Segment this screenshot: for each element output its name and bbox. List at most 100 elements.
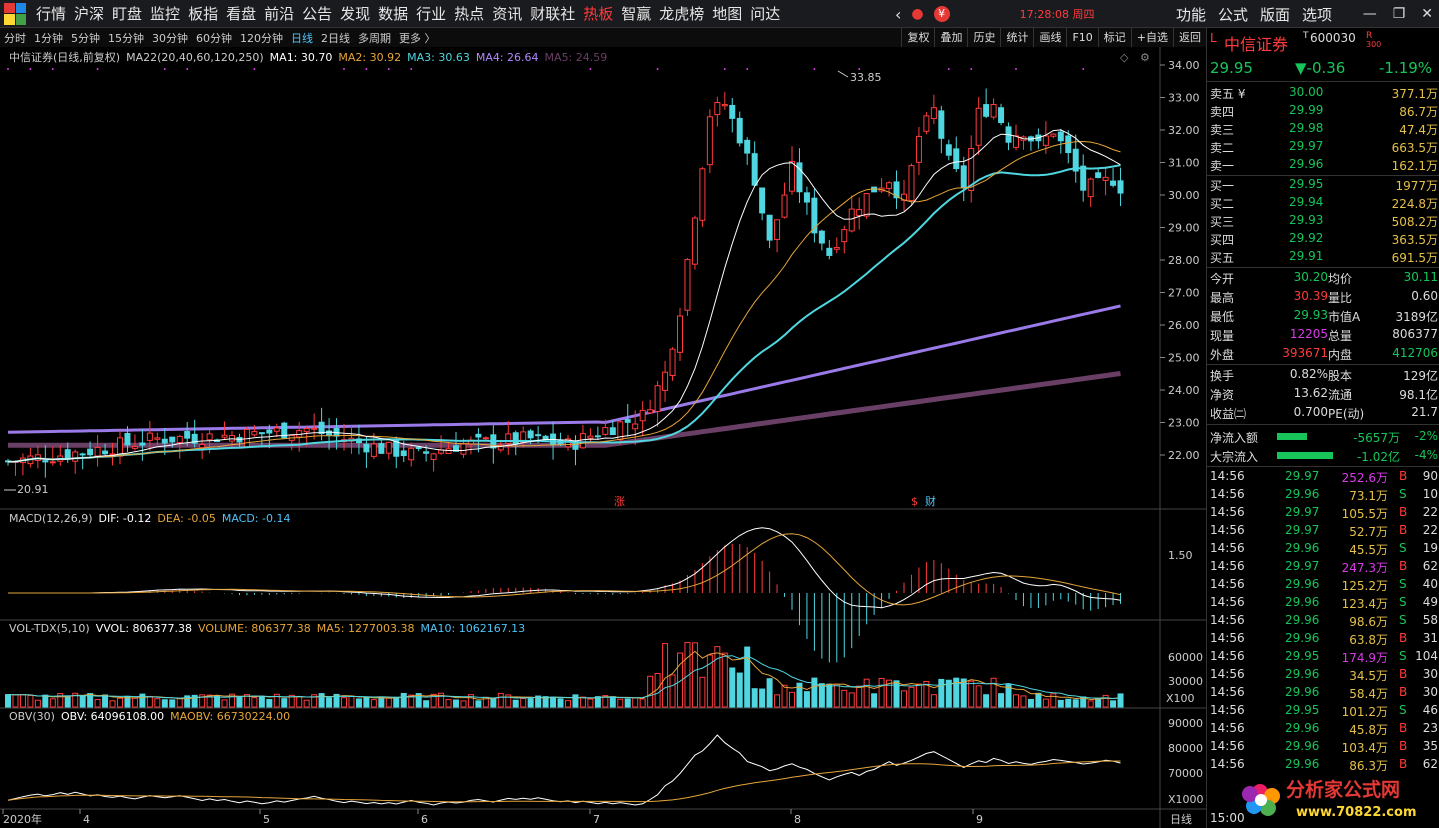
bid-row: 买三 29.93 508.2万: [1207, 212, 1439, 230]
volume-bar: [72, 692, 79, 708]
tick-row: 14:56 29.96 45.5万 S 19: [1207, 540, 1439, 558]
menu-item-3[interactable]: 监控: [150, 5, 181, 23]
period-6[interactable]: 120分钟: [240, 31, 283, 45]
tool-button-1[interactable]: 叠加: [934, 28, 967, 47]
period-4[interactable]: 30分钟: [152, 31, 188, 45]
divider: [1207, 175, 1439, 176]
menu-item-8[interactable]: 发现: [340, 5, 371, 23]
tick-vol: 73.1万: [1349, 489, 1388, 503]
menu-item-11[interactable]: 热点: [454, 5, 485, 23]
candle-body: [960, 165, 967, 189]
candle-body: [430, 453, 437, 460]
diamond-icon[interactable]: ◇: [1120, 51, 1129, 64]
tool-button-2[interactable]: 历史: [967, 28, 1000, 47]
period-2[interactable]: 5分钟: [71, 31, 100, 45]
menu-item-12[interactable]: 资讯: [492, 5, 523, 23]
menu-item-1[interactable]: 沪深: [74, 5, 105, 23]
tick-vol: 123.4万: [1341, 597, 1388, 611]
volume-bar: [303, 699, 310, 708]
candle-body: [632, 423, 639, 430]
tool-button-4[interactable]: 画线: [1033, 28, 1066, 47]
ma5-line: [8, 371, 1121, 448]
candle-body: [654, 385, 661, 412]
event-mark-rise[interactable]: 涨: [614, 495, 625, 508]
menu-item-2[interactable]: 盯盘: [112, 5, 143, 23]
period-5[interactable]: 60分钟: [196, 31, 232, 45]
signal-dot: [365, 68, 368, 70]
volume-bar: [79, 695, 86, 708]
candle-body: [990, 104, 997, 118]
menu-item-10[interactable]: 行业: [416, 5, 447, 23]
period-1[interactable]: 1分钟: [34, 31, 63, 45]
tool-button-6[interactable]: 标记: [1097, 28, 1131, 47]
candle-body: [221, 434, 228, 438]
right-menu-item-1[interactable]: 公式: [1218, 5, 1249, 24]
period-3[interactable]: 15分钟: [108, 31, 144, 45]
right-menu-item-3[interactable]: 选项: [1302, 5, 1333, 24]
menu-item-13[interactable]: 财联社: [530, 5, 576, 23]
quote-panel: L 中信证券 T 600030 R 300 29.95 ▼-0.36 -1.19% 卖五 ¥ 30.…: [1206, 28, 1439, 828]
divider: [1207, 81, 1439, 82]
period-10[interactable]: 更多 〉: [399, 31, 436, 45]
candle-body: [258, 432, 265, 435]
volume-bar: [729, 667, 736, 708]
back-arrow-icon[interactable]: ‹: [895, 4, 902, 24]
volume-bar: [199, 694, 206, 708]
volume-bar: [341, 697, 347, 708]
tool-button-8[interactable]: 返回: [1173, 28, 1206, 47]
period-0[interactable]: 分时: [4, 31, 26, 45]
kline-chart[interactable]: 34.00 33.00 32.00 31.00 30.00 29.00 28.00 27.00…: [0, 47, 1206, 828]
candle-body: [400, 450, 407, 457]
menu-item-0[interactable]: 行情: [36, 5, 67, 23]
tick-side: B: [1399, 685, 1408, 699]
tick-count: 22: [1422, 505, 1438, 519]
event-mark-finance[interactable]: 财: [925, 494, 936, 508]
bid-price: 29.94: [1289, 195, 1324, 209]
tick-row: 14:56 29.97 247.3万 B 62: [1207, 558, 1439, 576]
stat-value: 393671: [1282, 346, 1328, 360]
stat-row: 外盘 393671 内盘 412706: [1207, 345, 1439, 363]
menu-item-18[interactable]: 问达: [750, 5, 781, 23]
period-7[interactable]: 日线: [291, 31, 313, 45]
volume-bar: [609, 696, 616, 708]
menu-item-5[interactable]: 看盘: [226, 5, 257, 23]
candle-body: [781, 194, 788, 218]
menu-item-6[interactable]: 前沿: [264, 5, 295, 23]
menu-item-17[interactable]: 地图: [712, 5, 743, 23]
menu-item-16[interactable]: 龙虎榜: [659, 5, 705, 23]
yuan-icon[interactable]: ¥: [933, 6, 950, 22]
event-mark-dollar[interactable]: $: [911, 495, 918, 508]
menu-item-4[interactable]: 板指: [188, 5, 219, 23]
tick-price: 29.96: [1285, 631, 1320, 645]
minimize-icon[interactable]: —: [1362, 6, 1377, 22]
period-8[interactable]: 2日线: [321, 31, 350, 45]
period-9[interactable]: 多周期: [358, 31, 391, 45]
menu-item-7[interactable]: 公告: [302, 5, 333, 23]
menu-item-9[interactable]: 数据: [378, 5, 409, 23]
maximize-icon[interactable]: ❐: [1392, 6, 1406, 22]
tool-button-3[interactable]: 统计: [1000, 28, 1033, 47]
user-icon[interactable]: ●: [911, 6, 924, 22]
menu-item-14[interactable]: 热板: [583, 5, 614, 23]
tick-vol: 34.5万: [1349, 669, 1388, 683]
settings-icon[interactable]: ⚙: [1140, 51, 1150, 64]
tool-button-0[interactable]: 复权: [901, 28, 934, 47]
right-menu-item-0[interactable]: 功能: [1176, 5, 1207, 24]
bid-row: 买二 29.94 224.8万: [1207, 194, 1439, 212]
tick-side: B: [1399, 667, 1408, 681]
tool-button-5[interactable]: F10: [1066, 28, 1097, 47]
bid-vol: 363.5万: [1391, 233, 1438, 247]
close-icon[interactable]: ✕: [1421, 6, 1433, 22]
tool-button-7[interactable]: +自选: [1130, 28, 1173, 47]
menu-item-15[interactable]: 智赢: [621, 5, 652, 23]
candle-body: [1095, 172, 1102, 178]
candle-body: [363, 443, 370, 453]
volume-bar: [1027, 698, 1034, 708]
volume-bar: [281, 698, 288, 708]
volume-bar: [818, 683, 825, 708]
date-tick-label: 6: [421, 813, 428, 826]
vol-ma10: MA10: 1062167.13: [420, 622, 525, 635]
legend-ma5: MA5: 24.59: [545, 51, 608, 64]
ask-label: 卖二: [1210, 141, 1235, 155]
right-menu-item-2[interactable]: 版面: [1260, 5, 1291, 24]
